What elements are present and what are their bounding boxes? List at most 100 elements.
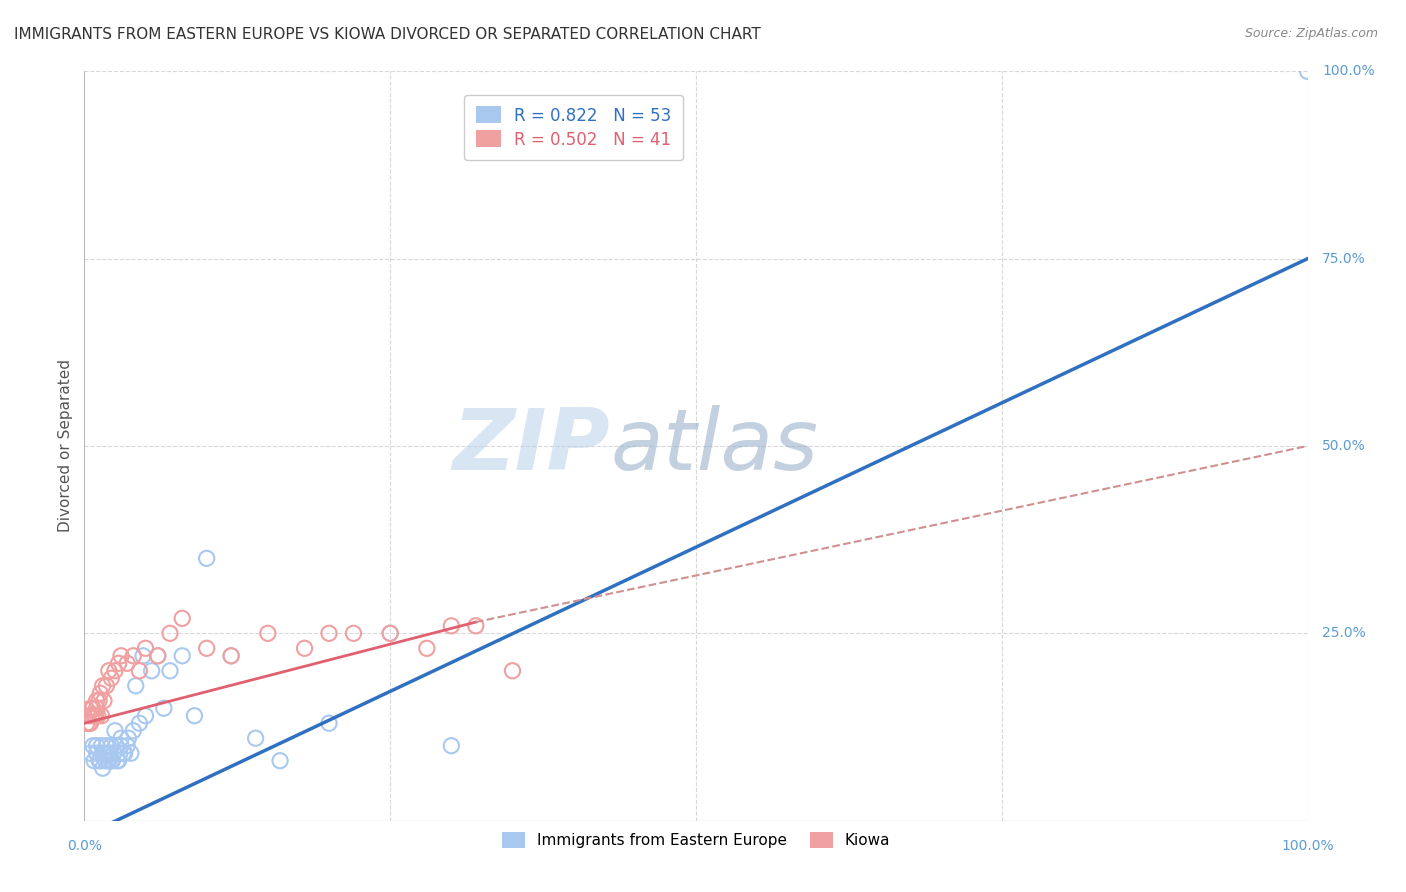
Point — [172, 611, 194, 625]
Point — [1296, 64, 1319, 78]
Text: 100.0%: 100.0% — [1322, 64, 1375, 78]
Point — [87, 694, 110, 708]
Point — [380, 626, 402, 640]
Text: 25.0%: 25.0% — [1322, 626, 1367, 640]
Point — [110, 648, 132, 663]
Point — [128, 716, 150, 731]
Point — [107, 657, 129, 671]
Point — [83, 754, 105, 768]
Point — [122, 648, 145, 663]
Point — [172, 648, 194, 663]
Point — [440, 739, 463, 753]
Point — [79, 701, 101, 715]
Point — [122, 723, 145, 738]
Point — [93, 694, 115, 708]
Point — [107, 754, 129, 768]
Point — [97, 754, 120, 768]
Point — [153, 701, 176, 715]
Point — [90, 739, 112, 753]
Point — [83, 708, 105, 723]
Point — [440, 619, 463, 633]
Point — [112, 746, 135, 760]
Point — [77, 716, 100, 731]
Point — [100, 754, 122, 768]
Point — [245, 731, 267, 746]
Point — [80, 708, 103, 723]
Point — [132, 648, 155, 663]
Point — [257, 626, 280, 640]
Point — [110, 739, 132, 753]
Point — [100, 671, 122, 685]
Text: IMMIGRANTS FROM EASTERN EUROPE VS KIOWA DIVORCED OR SEPARATED CORRELATION CHART: IMMIGRANTS FROM EASTERN EUROPE VS KIOWA … — [14, 27, 761, 42]
Point — [135, 641, 157, 656]
Point — [380, 626, 402, 640]
Point — [86, 739, 108, 753]
Point — [159, 664, 181, 678]
Point — [98, 746, 121, 760]
Point — [125, 679, 148, 693]
Point — [502, 664, 524, 678]
Point — [96, 739, 118, 753]
Point — [84, 708, 107, 723]
Point — [97, 746, 120, 760]
Point — [183, 708, 205, 723]
Point — [146, 648, 169, 663]
Point — [96, 679, 118, 693]
Point — [97, 754, 120, 768]
Point — [86, 694, 108, 708]
Text: ZIP: ZIP — [453, 404, 610, 488]
Point — [79, 716, 101, 731]
Point — [90, 708, 112, 723]
Point — [146, 648, 169, 663]
Point — [87, 754, 110, 768]
Point — [105, 754, 128, 768]
Point — [294, 641, 316, 656]
Text: atlas: atlas — [610, 404, 818, 488]
Point — [318, 716, 340, 731]
Point — [115, 739, 138, 753]
Point — [76, 716, 98, 731]
Point — [101, 754, 124, 768]
Point — [91, 746, 114, 760]
Legend: Immigrants from Eastern Europe, Kiowa: Immigrants from Eastern Europe, Kiowa — [495, 826, 897, 855]
Point — [89, 754, 111, 768]
Point — [195, 551, 218, 566]
Y-axis label: Divorced or Separated: Divorced or Separated — [58, 359, 73, 533]
Point — [77, 708, 100, 723]
Point — [96, 746, 118, 760]
Point — [342, 626, 364, 640]
Text: 75.0%: 75.0% — [1322, 252, 1367, 266]
Text: 100.0%: 100.0% — [1281, 839, 1334, 854]
Point — [105, 739, 128, 753]
Point — [219, 648, 242, 663]
Point — [91, 679, 114, 693]
Point — [104, 723, 127, 738]
Point — [117, 731, 139, 746]
Point — [86, 701, 108, 715]
Point — [94, 754, 117, 768]
Point — [114, 746, 136, 760]
Point — [93, 746, 115, 760]
Point — [318, 626, 340, 640]
Point — [89, 686, 111, 700]
Point — [128, 664, 150, 678]
Point — [103, 746, 125, 760]
Point — [86, 746, 108, 760]
Point — [82, 739, 104, 753]
Point — [104, 664, 127, 678]
Point — [115, 657, 138, 671]
Point — [110, 731, 132, 746]
Point — [135, 708, 157, 723]
Point — [100, 739, 122, 753]
Point — [416, 641, 439, 656]
Point — [269, 754, 291, 768]
Point — [87, 708, 110, 723]
Point — [219, 648, 242, 663]
Point — [141, 664, 163, 678]
Point — [464, 619, 486, 633]
Point — [195, 641, 218, 656]
Text: 50.0%: 50.0% — [1322, 439, 1367, 453]
Point — [91, 761, 114, 775]
Point — [97, 664, 120, 678]
Point — [79, 746, 101, 760]
